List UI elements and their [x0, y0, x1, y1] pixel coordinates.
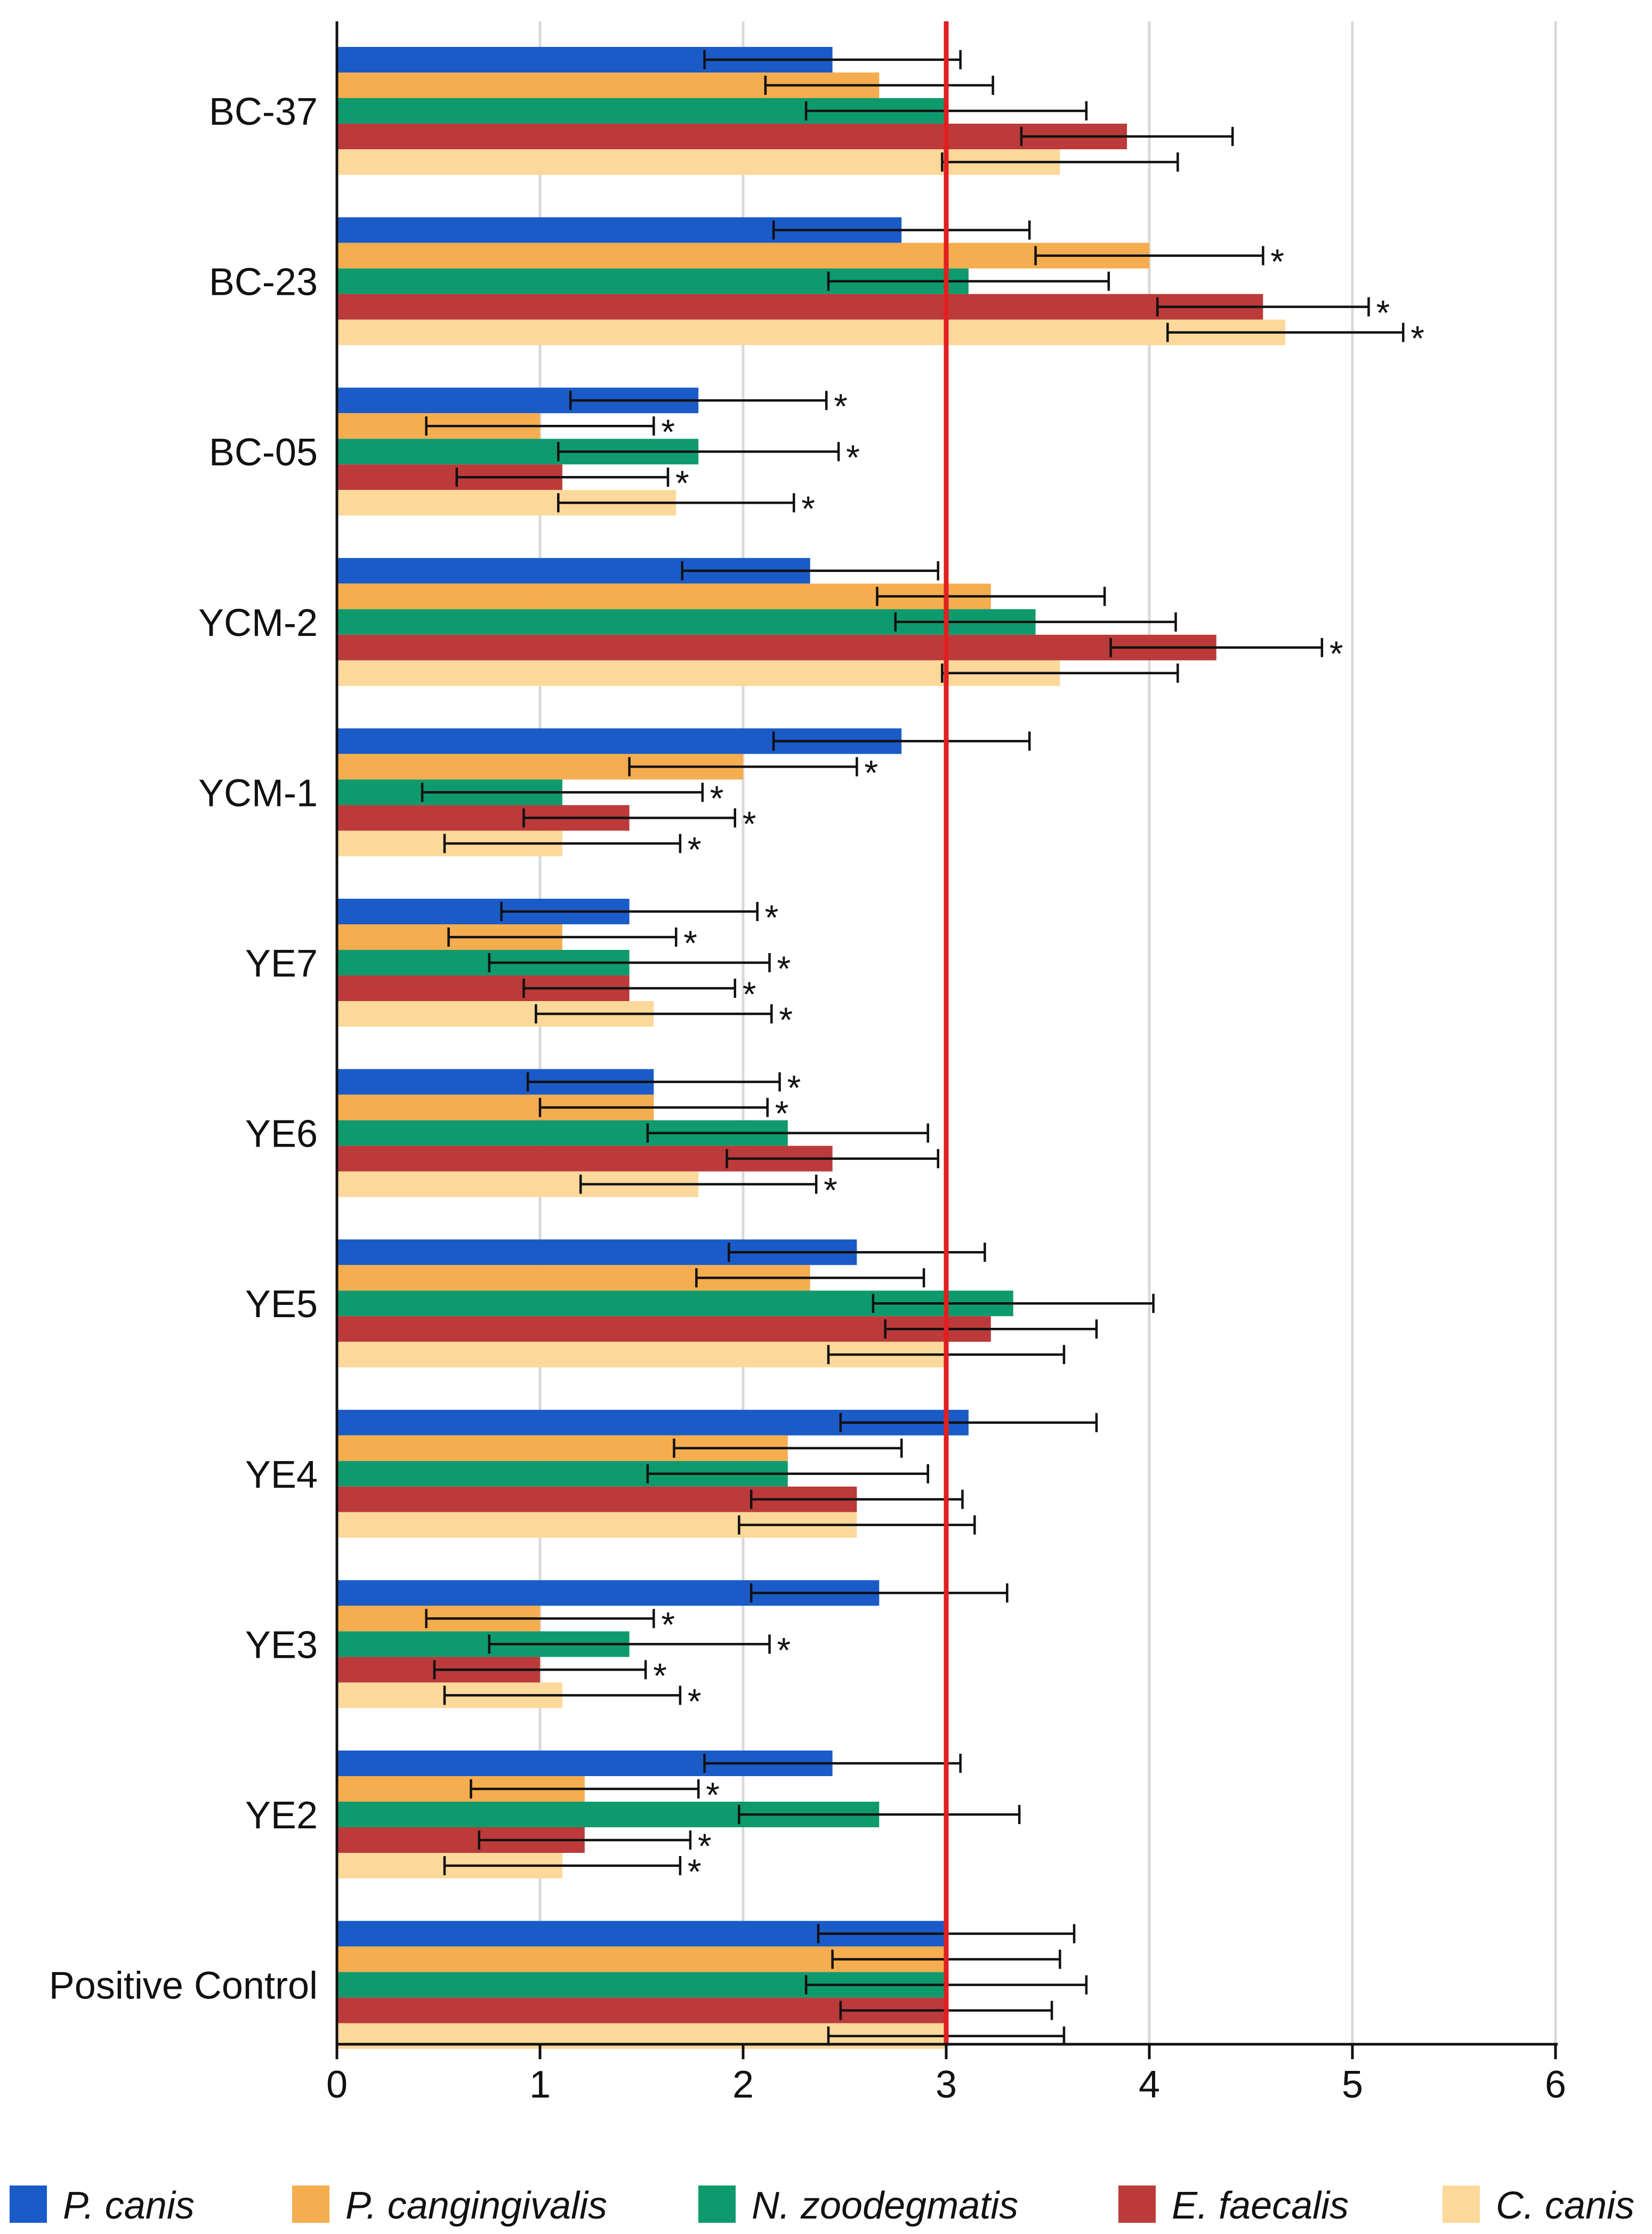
category-label-ye2: YE2 — [245, 1794, 318, 1837]
bar-bc-23-series-2 — [337, 243, 1149, 269]
category-label-bc-37: BC-37 — [209, 91, 318, 133]
legend-label-1: P. canis — [63, 2184, 195, 2227]
legend-swatch-2 — [292, 2185, 329, 2223]
significance-marker: * — [787, 1068, 801, 1108]
x-tick-label-0: 0 — [326, 2063, 348, 2106]
error-bars: **************************** — [421, 50, 1424, 2046]
legend-swatch-5 — [1443, 2185, 1480, 2223]
significance-marker: * — [661, 1604, 675, 1644]
significance-marker: * — [710, 778, 724, 818]
significance-marker: * — [743, 974, 756, 1014]
bar-bc-37-series-5 — [337, 149, 1060, 175]
significance-marker: * — [765, 898, 779, 937]
category-label-ycm-1: YCM-1 — [198, 772, 318, 814]
significance-marker: * — [1411, 319, 1424, 358]
significance-marker: * — [661, 412, 675, 451]
bar-ycm-2-series-5 — [337, 660, 1060, 686]
category-label-bc-23: BC-23 — [209, 261, 318, 304]
category-labels: BC-37 BC-23 BC-05 YCM-2 YCM-1 YE7 YE6 YE5 YE4 YE3… — [49, 91, 318, 2007]
significance-marker: * — [777, 949, 791, 988]
bar-ycm-2-series-4 — [337, 634, 1216, 660]
significance-marker: * — [675, 463, 689, 503]
significance-marker: * — [1270, 242, 1284, 281]
legend-swatch-3 — [698, 2185, 736, 2223]
significance-marker: * — [683, 923, 697, 963]
x-tick-label-1: 1 — [529, 2063, 551, 2106]
significance-marker: * — [706, 1775, 720, 1814]
legend-label-3: N. zoodegmatis — [752, 2184, 1018, 2227]
x-tick-label-2: 2 — [732, 2063, 754, 2106]
category-label-ye6: YE6 — [245, 1113, 318, 1156]
bars — [337, 47, 1286, 2049]
category-label-positive-control: Positive Control — [49, 1965, 318, 2007]
significance-marker: * — [801, 489, 815, 528]
significance-marker: * — [688, 1681, 702, 1721]
significance-marker: * — [846, 438, 860, 477]
significance-marker: * — [688, 829, 702, 869]
legend-label-5: C. canis — [1496, 2184, 1634, 2227]
bar-bc-23-series-5 — [337, 319, 1286, 345]
significance-marker: * — [1376, 293, 1390, 333]
category-label-ycm-2: YCM-2 — [198, 602, 318, 644]
significance-marker: * — [824, 1171, 837, 1210]
axes: 0 1 2 3 4 5 6 — [326, 21, 1566, 2106]
significance-marker: * — [775, 1094, 789, 1133]
category-label-bc-05: BC-05 — [209, 431, 318, 474]
category-label-ye4: YE4 — [245, 1454, 318, 1496]
x-tick-label-4: 4 — [1139, 2063, 1160, 2106]
significance-marker: * — [779, 1000, 793, 1039]
legend-swatch-1 — [10, 2185, 47, 2223]
legend-label-4: E. faecalis — [1172, 2184, 1349, 2227]
x-tick-label-6: 6 — [1545, 2063, 1566, 2106]
significance-marker: * — [653, 1656, 667, 1695]
significance-marker: * — [688, 1852, 702, 1891]
significance-marker: * — [864, 753, 878, 792]
bar-bc-23-series-4 — [337, 294, 1263, 320]
x-tick-label-3: 3 — [936, 2063, 957, 2106]
significance-marker: * — [743, 804, 756, 843]
category-label-ye7: YE7 — [245, 942, 318, 985]
legend: P. canis P. cangingivalis N. zoodegmatis E.… — [10, 2184, 1634, 2227]
category-label-ye5: YE5 — [245, 1283, 318, 1326]
legend-swatch-4 — [1118, 2185, 1156, 2223]
significance-marker: * — [1329, 634, 1343, 673]
significance-marker: * — [834, 386, 848, 426]
category-label-ye3: YE3 — [245, 1624, 318, 1666]
legend-label-2: P. cangingivalis — [345, 2184, 607, 2227]
significance-marker: * — [698, 1826, 712, 1866]
significance-marker: * — [777, 1630, 791, 1670]
bar-ye5-series-4 — [337, 1316, 991, 1342]
bar-bc-37-series-4 — [337, 124, 1127, 149]
x-tick-label-5: 5 — [1342, 2063, 1363, 2106]
